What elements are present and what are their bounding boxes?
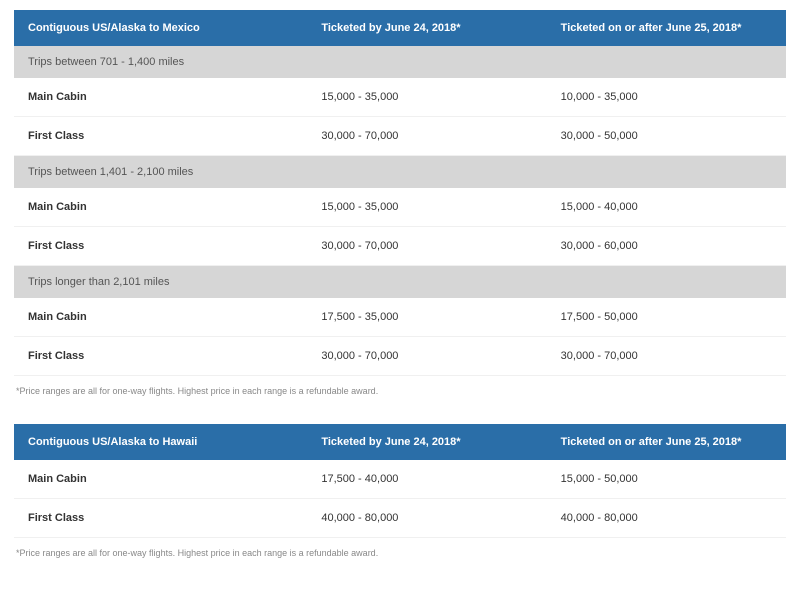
group-row: Trips longer than 2,101 miles <box>14 266 786 299</box>
table-row: Main Cabin 17,500 - 40,000 15,000 - 50,0… <box>14 460 786 499</box>
table-header-row: Contiguous US/Alaska to Mexico Ticketed … <box>14 10 786 46</box>
price-before: 40,000 - 80,000 <box>307 499 546 538</box>
price-after: 30,000 - 60,000 <box>547 227 786 266</box>
price-before: 17,500 - 35,000 <box>307 298 546 337</box>
group-label: Trips between 701 - 1,400 miles <box>14 46 786 78</box>
cabin-label: First Class <box>14 499 307 538</box>
table-row: First Class 30,000 - 70,000 30,000 - 60,… <box>14 227 786 266</box>
group-label: Trips longer than 2,101 miles <box>14 266 786 299</box>
price-before: 15,000 - 35,000 <box>307 188 546 227</box>
header-route: Contiguous US/Alaska to Mexico <box>14 10 307 46</box>
award-table-hawaii: Contiguous US/Alaska to Hawaii Ticketed … <box>14 424 786 538</box>
header-before: Ticketed by June 24, 2018* <box>307 424 546 460</box>
table-row: First Class 40,000 - 80,000 40,000 - 80,… <box>14 499 786 538</box>
table-row: Main Cabin 15,000 - 35,000 10,000 - 35,0… <box>14 78 786 117</box>
price-after: 15,000 - 50,000 <box>547 460 786 499</box>
table-header-row: Contiguous US/Alaska to Hawaii Ticketed … <box>14 424 786 460</box>
cabin-label: Main Cabin <box>14 188 307 227</box>
price-after: 40,000 - 80,000 <box>547 499 786 538</box>
price-before: 15,000 - 35,000 <box>307 78 546 117</box>
cabin-label: First Class <box>14 227 307 266</box>
price-before: 17,500 - 40,000 <box>307 460 546 499</box>
cabin-label: Main Cabin <box>14 78 307 117</box>
cabin-label: Main Cabin <box>14 460 307 499</box>
group-label: Trips between 1,401 - 2,100 miles <box>14 156 786 189</box>
footnote: *Price ranges are all for one-way flight… <box>16 548 784 558</box>
table-row: First Class 30,000 - 70,000 30,000 - 50,… <box>14 117 786 156</box>
table-row: First Class 30,000 - 70,000 30,000 - 70,… <box>14 337 786 376</box>
price-after: 30,000 - 70,000 <box>547 337 786 376</box>
table-row: Main Cabin 15,000 - 35,000 15,000 - 40,0… <box>14 188 786 227</box>
header-after: Ticketed on or after June 25, 2018* <box>547 10 786 46</box>
cabin-label: Main Cabin <box>14 298 307 337</box>
header-before: Ticketed by June 24, 2018* <box>307 10 546 46</box>
group-row: Trips between 1,401 - 2,100 miles <box>14 156 786 189</box>
price-before: 30,000 - 70,000 <box>307 227 546 266</box>
price-after: 10,000 - 35,000 <box>547 78 786 117</box>
price-after: 17,500 - 50,000 <box>547 298 786 337</box>
price-before: 30,000 - 70,000 <box>307 117 546 156</box>
cabin-label: First Class <box>14 337 307 376</box>
award-table-mexico: Contiguous US/Alaska to Mexico Ticketed … <box>14 10 786 376</box>
table-row: Main Cabin 17,500 - 35,000 17,500 - 50,0… <box>14 298 786 337</box>
price-after: 15,000 - 40,000 <box>547 188 786 227</box>
group-row: Trips between 701 - 1,400 miles <box>14 46 786 78</box>
price-after: 30,000 - 50,000 <box>547 117 786 156</box>
header-after: Ticketed on or after June 25, 2018* <box>547 424 786 460</box>
header-route: Contiguous US/Alaska to Hawaii <box>14 424 307 460</box>
footnote: *Price ranges are all for one-way flight… <box>16 386 784 396</box>
cabin-label: First Class <box>14 117 307 156</box>
price-before: 30,000 - 70,000 <box>307 337 546 376</box>
